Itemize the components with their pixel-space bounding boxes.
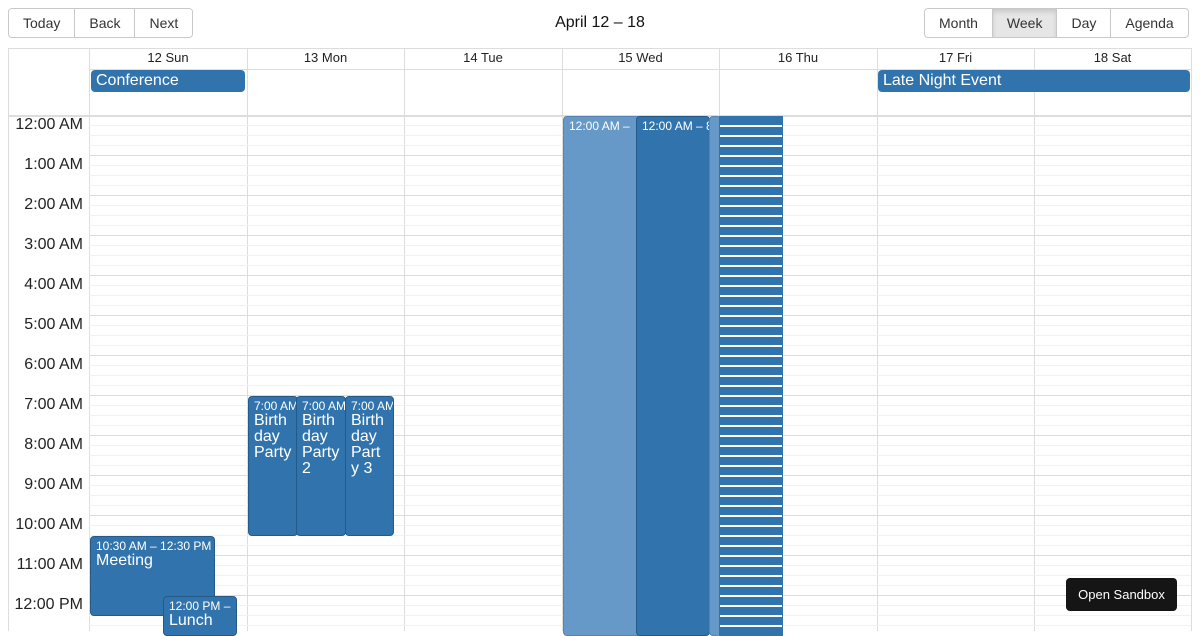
- day-header-sun[interactable]: 12 Sun: [147, 50, 189, 65]
- time-label: 11:00 AM: [16, 556, 83, 573]
- day-column-separator: [404, 115, 405, 631]
- date-range-label: April 12 – 18: [555, 14, 645, 31]
- open-sandbox-button[interactable]: Open Sandbox: [1066, 578, 1177, 611]
- event-time: 10:30 AM – 12:30 PM: [96, 539, 212, 553]
- allday-event-late-night[interactable]: Late Night Event: [878, 70, 1190, 92]
- time-label: 12:00 PM: [14, 596, 83, 613]
- header-separator: [877, 49, 878, 115]
- navigation-button-group: Today Back Next: [8, 8, 194, 38]
- event-time: 7:00 AM: [351, 399, 394, 413]
- event-title: Lunch: [169, 612, 213, 629]
- time-label: 5:00 AM: [24, 316, 83, 333]
- time-label: 9:00 AM: [24, 476, 83, 493]
- time-label: 4:00 AM: [24, 276, 83, 293]
- event-time: 12:00 AM – 8:00 PM: [642, 119, 709, 133]
- time-label: 3:00 AM: [24, 236, 83, 253]
- time-label: 8:00 AM: [24, 436, 83, 453]
- day-header-wed[interactable]: 15 Wed: [618, 50, 663, 65]
- header-divider: [89, 69, 1191, 70]
- event-time: 12:00 AM –: [569, 119, 630, 133]
- day-header-sat[interactable]: 18 Sat: [1093, 50, 1132, 65]
- event-time: 7:00 AM: [302, 399, 346, 413]
- time-label: 10:00 AM: [15, 516, 83, 533]
- today-button[interactable]: Today: [9, 9, 76, 37]
- agenda-view-button[interactable]: Agenda: [1111, 9, 1188, 37]
- day-column-separator: [877, 115, 878, 631]
- view-button-group: Month Week Day Agenda: [924, 8, 1189, 38]
- next-button[interactable]: Next: [135, 9, 193, 37]
- day-column-separator: [1034, 115, 1035, 631]
- event-title: Meeting: [96, 552, 153, 569]
- event-birthday-party-3[interactable]: 7:00 AM Birthday Party 3: [345, 396, 394, 536]
- week-view-button[interactable]: Week: [992, 9, 1058, 37]
- day-header-thu[interactable]: 16 Thu: [777, 50, 819, 65]
- month-view-button[interactable]: Month: [925, 9, 993, 37]
- event-title: Birthday Party 2: [302, 412, 340, 477]
- event-birthday-party[interactable]: 7:00 AM Birthday Party: [248, 396, 298, 536]
- header-separator: [247, 49, 248, 115]
- background-event-thu[interactable]: [719, 116, 783, 636]
- event-multiday-wed-a[interactable]: 12:00 AM –: [563, 116, 643, 636]
- time-label: 2:00 AM: [24, 196, 83, 213]
- event-title: Birthday Party 3: [351, 412, 384, 477]
- back-button[interactable]: Back: [75, 9, 136, 37]
- day-column-separator: [562, 115, 563, 631]
- day-column-separator: [247, 115, 248, 631]
- time-label: 7:00 AM: [24, 396, 83, 413]
- event-lunch[interactable]: 12:00 PM – Lunch: [163, 596, 237, 636]
- day-header-tue[interactable]: 14 Tue: [463, 50, 503, 65]
- day-header-fri[interactable]: 17 Fri: [938, 50, 973, 65]
- time-label: 12:00 AM: [15, 116, 83, 133]
- header-separator: [404, 49, 405, 115]
- event-multiday-wed-b[interactable]: 12:00 AM – 8:00 PM: [636, 116, 710, 636]
- time-gutter-divider: [89, 49, 90, 631]
- day-header-mon[interactable]: 13 Mon: [303, 50, 348, 65]
- event-title: Birthday Party: [254, 412, 292, 461]
- week-calendar: 12 Sun 13 Mon 14 Tue 15 Wed 16 Thu 17 Fr…: [8, 48, 1192, 636]
- event-time: 7:00 AM: [254, 399, 298, 413]
- event-time: 12:00 PM –: [169, 599, 231, 613]
- header-separator: [562, 49, 563, 115]
- event-birthday-party-2[interactable]: 7:00 AM Birthday Party 2: [296, 396, 346, 536]
- day-view-button[interactable]: Day: [1057, 9, 1112, 37]
- time-label: 6:00 AM: [24, 356, 83, 373]
- header-separator: [719, 49, 720, 115]
- allday-event-conference[interactable]: Conference: [91, 70, 245, 92]
- time-label: 1:00 AM: [24, 156, 83, 173]
